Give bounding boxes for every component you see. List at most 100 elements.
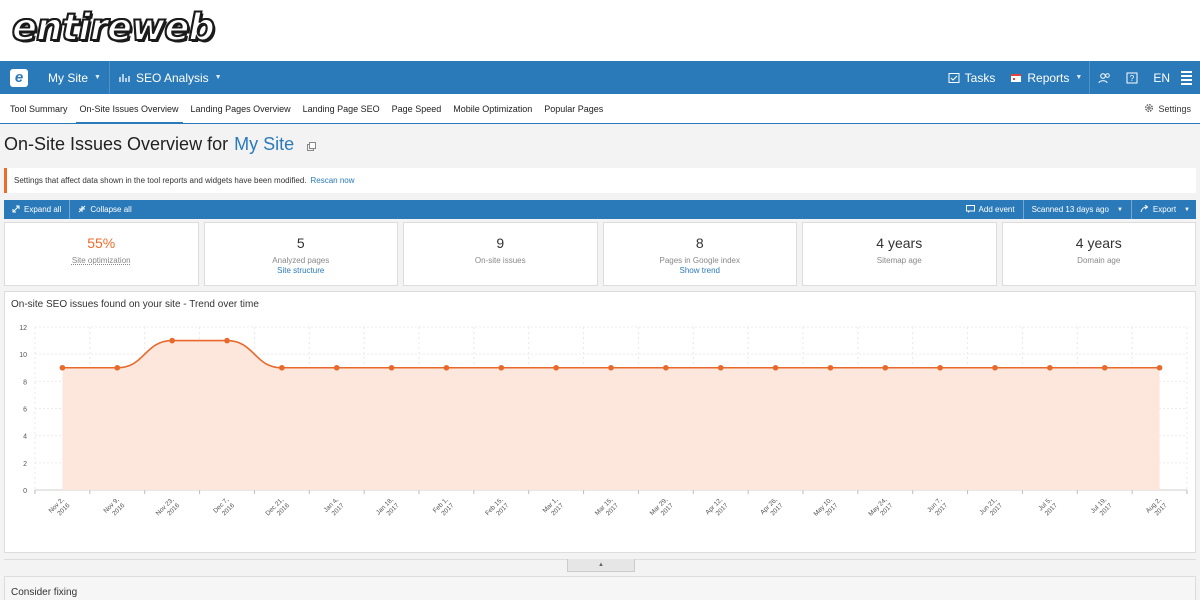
users-button[interactable]	[1090, 61, 1118, 94]
metric-analyzed-pages: 5 Analyzed pages Site structure	[203, 222, 398, 286]
tab-mobile-optimization[interactable]: Mobile Optimization	[453, 103, 533, 114]
data-point	[333, 364, 340, 371]
tasks-button[interactable]: Tasks	[940, 61, 1003, 94]
svg-text:?: ?	[1130, 74, 1135, 83]
external-link-icon[interactable]	[307, 135, 317, 156]
widget-toolbar: Expand all Collapse all Add event Scanne…	[4, 200, 1196, 219]
metric-on-site-issues: 9 On-site issues	[403, 222, 598, 286]
help-icon: ?	[1125, 71, 1139, 85]
data-point	[279, 364, 285, 371]
chevron-down-icon: ▼	[1116, 206, 1123, 213]
data-point	[114, 364, 121, 371]
export-icon	[1140, 204, 1149, 215]
x-tick-label: Jul 5,2017	[1037, 496, 1059, 517]
y-tick-label: 6	[23, 407, 27, 414]
tab-on-site-issues-overview[interactable]: On-Site Issues Overview	[74, 94, 185, 124]
page-title: On-Site Issues Overview for My Site	[4, 134, 317, 156]
consider-fixing-title: Consider fixing	[11, 587, 78, 598]
app-logo-icon[interactable]: e	[10, 68, 28, 87]
rescan-link[interactable]: Rescan now	[310, 176, 355, 185]
reports-icon	[1009, 71, 1023, 85]
metric-label: Sitemap age	[876, 256, 922, 265]
hamburger-menu-icon[interactable]	[1181, 70, 1192, 85]
y-tick-label: 2	[23, 461, 27, 468]
metric-value: 55%	[87, 235, 116, 251]
chevron-down-icon: ▼	[214, 74, 222, 81]
tab-tool-summary[interactable]: Tool Summary	[10, 103, 68, 114]
metric-label: Analyzed pages	[272, 256, 330, 265]
data-point	[992, 364, 998, 371]
consider-fixing-section[interactable]: Consider fixing	[4, 576, 1196, 600]
collapse-all-label: Collapse all	[90, 205, 132, 214]
y-tick-label: 10	[19, 352, 27, 359]
divider	[1130, 200, 1132, 219]
y-tick-label: 4	[23, 434, 27, 441]
chevron-down-icon: ▼	[1075, 74, 1083, 81]
data-point	[1047, 364, 1053, 371]
export-label: Export	[1152, 205, 1177, 214]
scanned-label: Scanned 13 days ago	[1031, 205, 1109, 214]
y-tick-label: 12	[19, 325, 27, 332]
chevron-down-icon: ▼	[1184, 206, 1190, 213]
show-trend-link[interactable]: Show trend	[679, 266, 720, 275]
analysis-menu[interactable]: SEO Analysis ▼	[110, 61, 230, 94]
settings-label: Settings	[1158, 103, 1191, 114]
data-point	[717, 364, 724, 371]
x-tick-label: Apr 26,2017	[759, 496, 785, 517]
add-event-button[interactable]: Add event	[958, 200, 1023, 219]
x-tick-label: Nov 2,2016	[48, 496, 72, 517]
site-menu[interactable]: My Site ▼	[40, 61, 109, 94]
data-point	[772, 364, 779, 371]
language-selector[interactable]: EN	[1146, 61, 1177, 94]
tab-popular-pages[interactable]: Popular Pages	[544, 103, 604, 114]
x-tick-label: Apr 12,2017	[704, 496, 730, 517]
tool-tabs: Tool Summary On-Site Issues Overview Lan…	[0, 94, 1200, 124]
site-menu-label: My Site	[48, 70, 89, 85]
data-point	[1156, 364, 1163, 371]
users-icon	[1097, 71, 1111, 85]
x-tick-label: Mar 15,2017	[594, 496, 620, 517]
tab-landing-page-seo[interactable]: Landing Page SEO	[302, 103, 380, 114]
divider	[1089, 61, 1091, 94]
site-structure-link[interactable]: Site structure	[277, 266, 325, 275]
data-point	[169, 337, 175, 344]
series-line	[62, 339, 1160, 369]
collapse-handle[interactable]: ▲	[567, 559, 635, 572]
chart-title: On-site SEO issues found on your site - …	[11, 299, 259, 310]
series-area	[62, 340, 1160, 490]
tab-page-speed[interactable]: Page Speed	[391, 103, 442, 114]
help-button[interactable]: ?	[1118, 61, 1146, 94]
metric-label: Domain age	[1077, 256, 1121, 265]
reports-label: Reports	[1027, 70, 1070, 85]
divider	[69, 200, 71, 219]
collapse-all-button[interactable]: Collapse all	[70, 200, 139, 219]
chevron-up-icon: ▲	[598, 562, 604, 568]
y-tick-label: 0	[23, 488, 27, 495]
data-point	[224, 337, 230, 344]
brand-header: entireweb	[0, 0, 1200, 61]
tab-landing-pages-overview[interactable]: Landing Pages Overview	[190, 103, 291, 114]
divider	[1022, 200, 1024, 219]
metric-pages-in-google-index: 8 Pages in Google index Show trend	[602, 222, 797, 286]
trend-chart-card: On-site SEO issues found on your site - …	[4, 291, 1196, 553]
metric-label[interactable]: Site optimization	[71, 256, 131, 265]
x-tick-label: May 10,2017	[813, 496, 840, 517]
analysis-menu-label: SEO Analysis	[135, 70, 209, 85]
scan-date-dropdown[interactable]: Scanned 13 days ago ▼	[1024, 200, 1131, 219]
reports-menu[interactable]: Reports ▼	[1002, 61, 1089, 94]
collapse-icon	[78, 205, 86, 215]
comment-icon	[965, 204, 975, 215]
data-point	[443, 364, 450, 371]
settings-button[interactable]: Settings	[1144, 94, 1200, 123]
x-tick-label: Mar 1,2017	[542, 496, 566, 517]
x-tick-label: Feb 15,2017	[484, 496, 510, 517]
site-name-link[interactable]: My Site	[234, 134, 295, 155]
x-tick-label: Jun 21,2017	[978, 496, 1004, 517]
export-button[interactable]: Export ▼	[1132, 200, 1196, 219]
metric-value: 9	[496, 235, 505, 251]
expand-all-button[interactable]: Expand all	[4, 200, 69, 219]
x-tick-label: Dec 21,2016	[264, 496, 291, 517]
data-point	[608, 364, 614, 371]
brand-logo[interactable]: entireweb	[11, 5, 216, 50]
data-point	[663, 364, 669, 371]
